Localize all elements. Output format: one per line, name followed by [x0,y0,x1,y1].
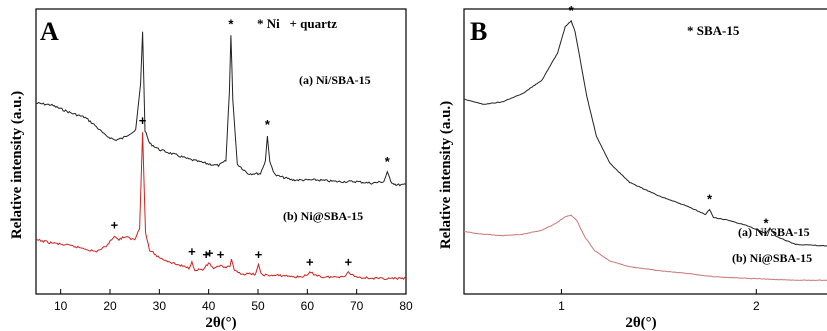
panel-a-frame [35,8,407,295]
panel-b-legend: * SBA-15 [687,23,740,38]
series-line-b [463,214,827,281]
x-tick-label: 40 [202,299,216,313]
x-tick-label: 60 [301,299,315,313]
peak-marker-quartz: + [139,113,147,128]
x-tick-label: 1 [558,299,565,313]
panel-a-series-a-label: (a) Ni/SBA-15 [299,73,371,87]
panel-a-x-label: 2θ(°) [205,315,236,331]
series-line-a [35,31,407,187]
x-tick-label: 2 [753,299,760,313]
peak-marker-ni: * [385,154,391,169]
peak-marker-ni: * [569,3,575,18]
panel-b-x-label: 2θ(°) [625,315,656,331]
panel-b-frame [463,8,827,295]
panel-b-letter: B [470,17,487,46]
x-tick-label: 10 [54,299,68,313]
x-tick-label: 80 [399,299,413,313]
panel-b-plot: 1 2 * * * [463,3,827,313]
peak-marker-quartz: + [202,247,210,262]
peak-marker-ni: * [764,216,770,231]
peak-marker-quartz: + [188,244,196,259]
peak-marker-ni: * [228,16,234,31]
panel-b-y-label: Relative intensity (a.u.) [438,101,454,249]
x-tick-label: 20 [103,299,117,313]
panel-a-letter: A [40,17,59,46]
peak-marker-quartz: + [344,255,352,270]
series-line-a [463,19,827,247]
panel-b-series-a-label: (a) Ni/SBA-15 [738,225,810,239]
panel-a-series-b-label: (b) Ni@SBA-15 [283,209,363,223]
x-tick-label: 50 [251,299,265,313]
panel-a: A * Ni + quartz (a) Ni/SBA-15 (b) Ni@SBA… [9,8,413,331]
peak-marker-quartz: + [217,247,225,262]
x-tick-label: 30 [153,299,167,313]
peak-marker-ni: * [265,117,271,132]
x-tick-label: 70 [350,299,364,313]
panel-b-series-b-label: (b) Ni@SBA-15 [732,251,812,265]
peak-marker-quartz: + [111,217,119,232]
peak-marker-quartz: + [255,247,263,262]
peak-marker-quartz: + [306,255,314,270]
panel-a-legend: * Ni + quartz [257,16,337,31]
panel-a-y-label: Relative intensity (a.u.) [9,91,25,239]
series-line-b [35,132,407,281]
peak-marker-ni: * [707,191,713,206]
peak-marker-quartz: + [206,246,214,261]
panel-b: B * SBA-15 (a) Ni/SBA-15 (b) Ni@SBA-15 2… [438,3,827,331]
panel-a-plot: 10 20 30 40 50 60 70 80***+++ ++ + + + + [35,16,413,313]
